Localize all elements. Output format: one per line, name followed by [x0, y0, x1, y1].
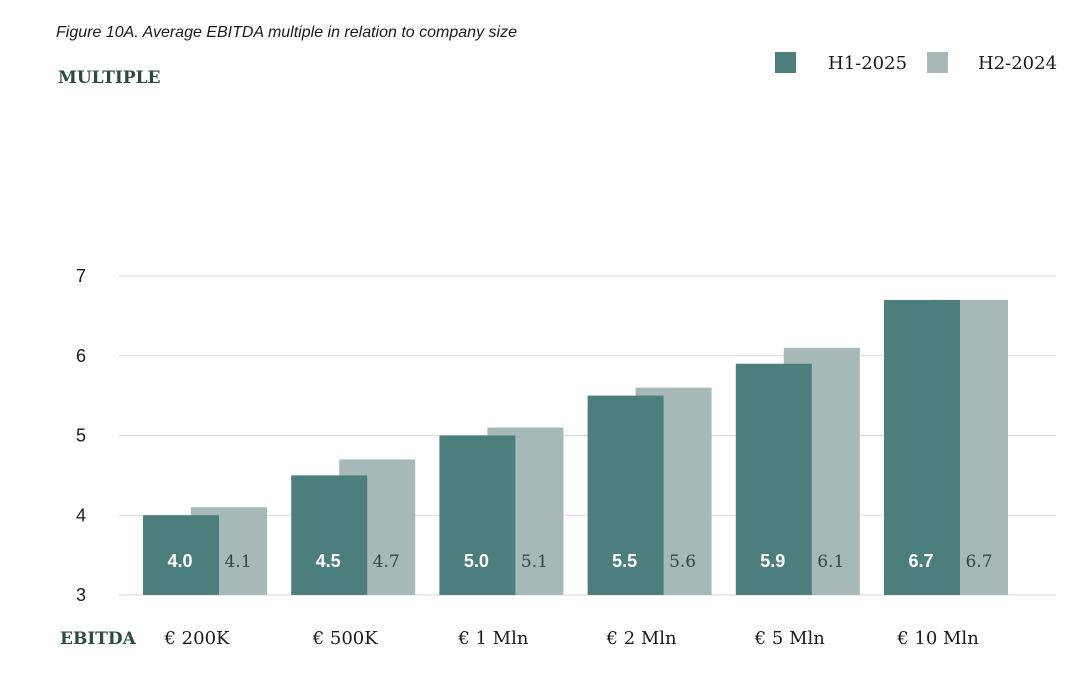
- legend-label-h2-2024: H2-2024: [978, 53, 1057, 74]
- data-label-h1-2025: 6.7: [908, 551, 933, 571]
- bar-h1-2025-1: [291, 475, 368, 595]
- bar-h1-2025-4: [735, 363, 812, 595]
- data-label-h1-2025: 4.5: [316, 551, 341, 571]
- bar-h1-2025-5: [884, 299, 960, 595]
- data-label-h1-2025: 4.0: [167, 551, 192, 571]
- data-labels: 4.0 4.1 4.5 4.7 5.0 5.1 5.5 5.6 5.9 6.1 6.7 6.7: [167, 551, 992, 572]
- x-tick-label: € 5 Mln: [754, 628, 826, 649]
- y-tick-label: 6: [76, 346, 86, 366]
- x-tick-label: € 2 Mln: [606, 628, 678, 649]
- y-tick-label: 5: [76, 426, 86, 446]
- bar-h1-2025-2: [439, 435, 516, 595]
- y-tick-label: 3: [76, 585, 86, 605]
- data-label-h2-2024: 6.7: [965, 552, 992, 572]
- legend-swatch-h1-2025: [775, 52, 796, 73]
- x-tick-label: € 200K: [164, 628, 231, 649]
- data-label-h1-2025: 5.0: [464, 551, 489, 571]
- bar-h1-2025-3: [587, 395, 664, 595]
- legend: H1-2025 H2-2024: [775, 52, 1057, 74]
- x-axis-ticks: € 200K € 500K € 1 Mln € 2 Mln € 5 Mln € 10 Ml…: [164, 628, 980, 649]
- bar-h1-2025-0: [143, 515, 219, 595]
- data-label-h1-2025: 5.9: [760, 551, 785, 571]
- data-label-h1-2025: 5.5: [612, 551, 637, 571]
- x-tick-label: € 500K: [312, 628, 379, 649]
- y-axis-ticks: 3 4 5 6 7: [76, 266, 86, 605]
- legend-swatch-h2-2024: [927, 52, 948, 73]
- figure-caption: Figure 10A. Average EBITDA multiple in r…: [56, 24, 517, 41]
- legend-label-h1-2025: H1-2025: [828, 53, 907, 74]
- data-label-h2-2024: 5.1: [521, 552, 548, 572]
- data-label-h2-2024: 4.7: [373, 552, 400, 572]
- data-label-h2-2024: 5.6: [669, 552, 696, 572]
- x-tick-label: € 1 Mln: [457, 628, 529, 649]
- data-label-h2-2024: 6.1: [817, 552, 844, 572]
- data-label-h2-2024: 4.1: [224, 552, 251, 572]
- x-tick-label: € 10 Mln: [896, 628, 979, 649]
- x-axis-title: EBITDA: [60, 629, 137, 649]
- y-axis-title: MULTIPLE: [58, 68, 161, 88]
- bars: [143, 299, 1008, 595]
- y-tick-label: 4: [76, 505, 86, 525]
- y-tick-label: 7: [76, 266, 86, 286]
